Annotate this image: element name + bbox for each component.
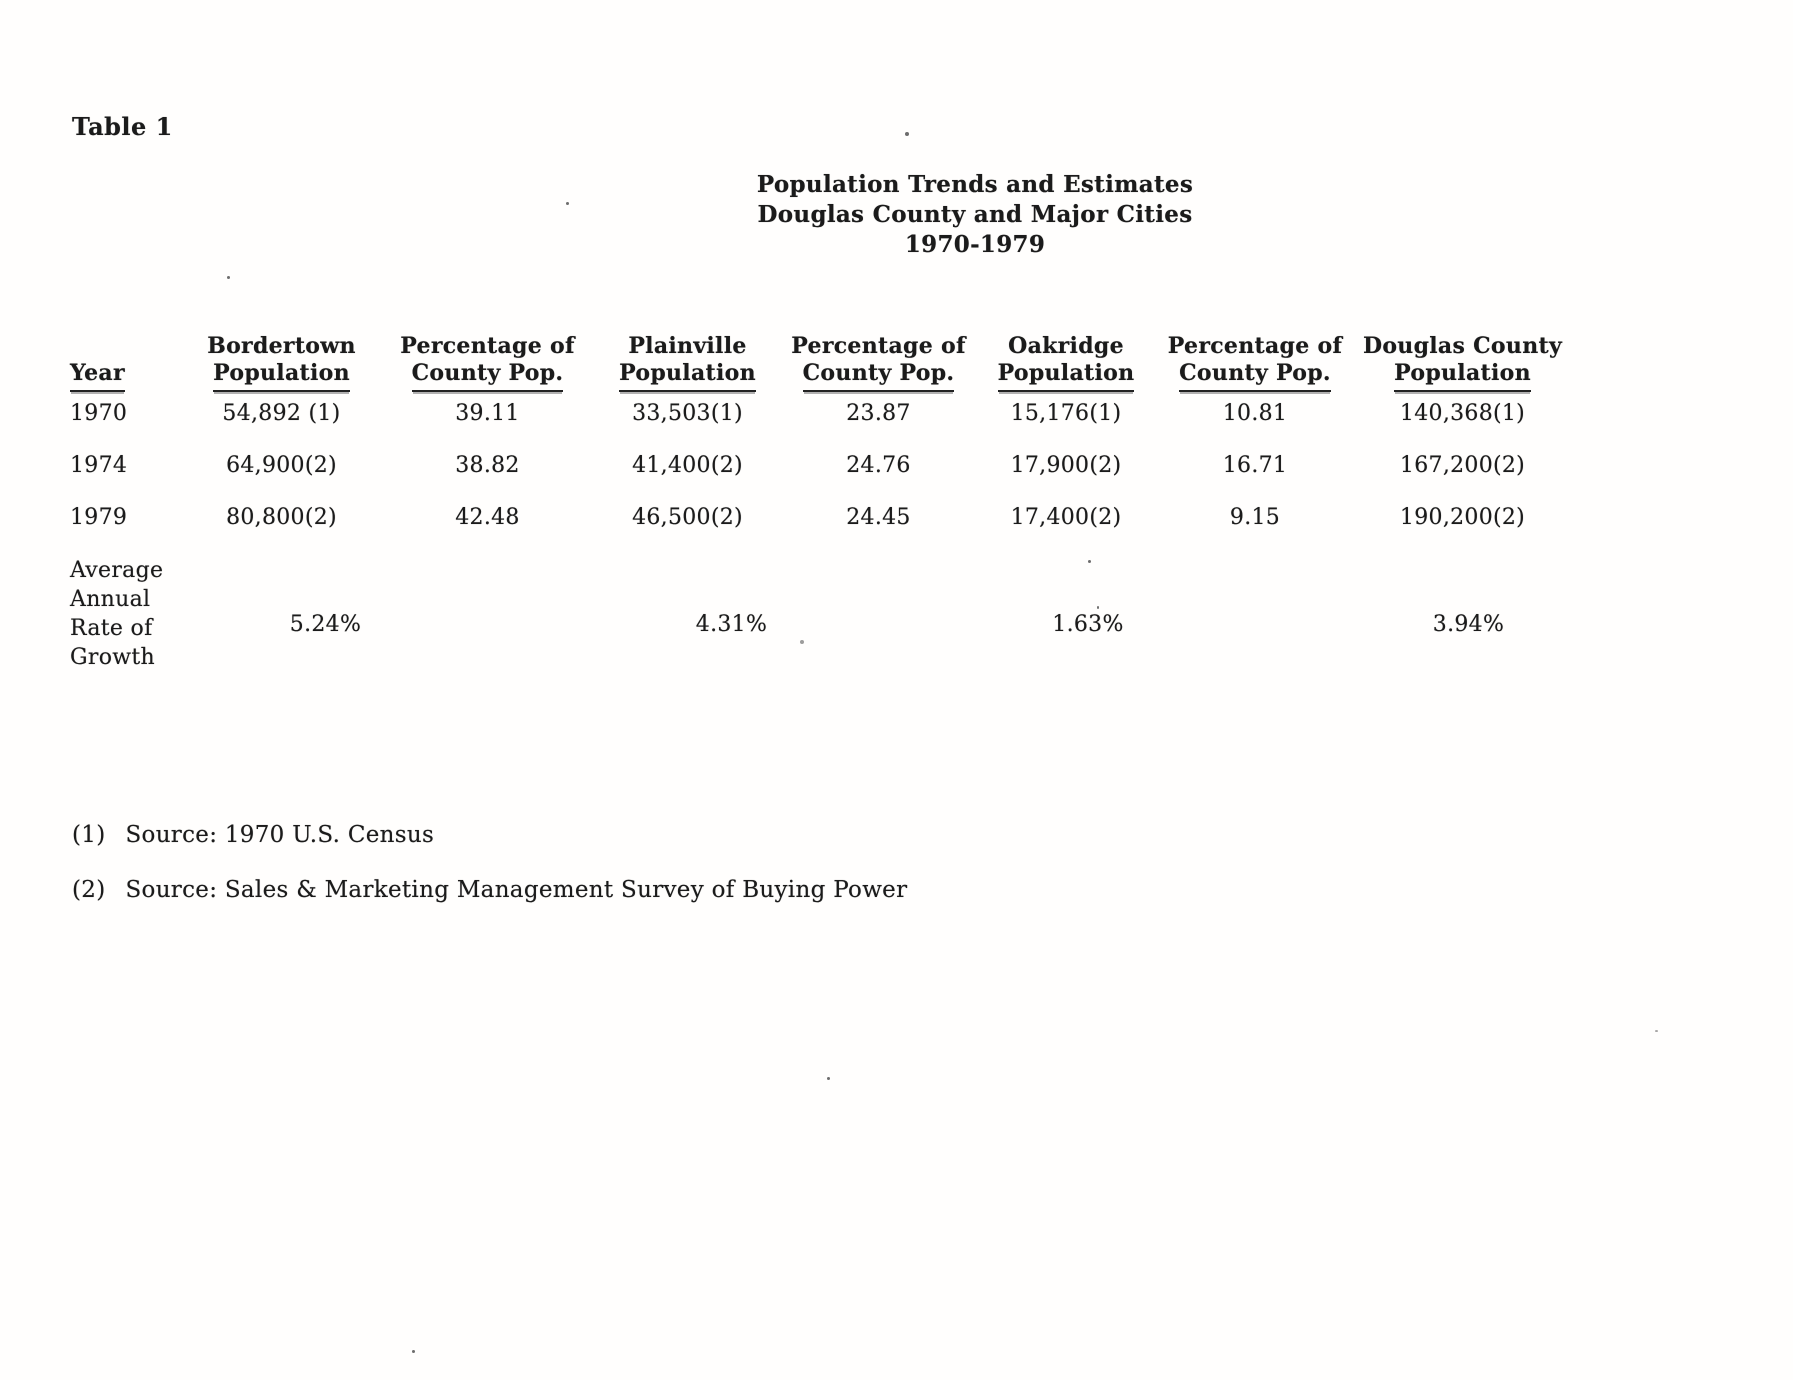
table-row-1970: 1970 54,892 (1) 39.11 33,503(1) 23.87 15… (70, 400, 1575, 452)
growth-row-label: Average Annual Rate of Growth (70, 558, 164, 670)
header-line2: County Pop. (802, 360, 955, 392)
header-line1: Oakridge (1008, 333, 1124, 359)
header-line2: Population (1394, 360, 1531, 392)
footnote-text: Source: Sales & Marketing Management Sur… (125, 877, 908, 903)
pct-county-cell: 42.48 (455, 505, 520, 530)
header-line1: Plainville (628, 333, 747, 359)
header-line1: Percentage of (1167, 333, 1343, 359)
title-line-3: 1970-1979 (904, 231, 1046, 258)
footnote-source-2: (2) Source: Sales & Marketing Management … (72, 877, 907, 903)
bordertown-pop-cell: 54,892 (1) (222, 401, 341, 426)
growth-value: 4.31% (695, 612, 768, 637)
header-pct-county-pop-2: Percentage of County Pop. (785, 300, 972, 400)
header-year: Year (70, 300, 178, 400)
douglas-county-pop-cell: 190,200(2) (1399, 505, 1526, 530)
scan-speck (827, 1077, 830, 1080)
year-cell: 1979 (70, 505, 128, 530)
pct-county-cell: 24.76 (846, 453, 911, 478)
growth-empty-cell (785, 556, 972, 672)
table-number-label: Table 1 (72, 112, 173, 141)
header-line2: Population (619, 360, 756, 392)
growth-label-cell: Average Annual Rate of Growth (70, 556, 178, 672)
growth-value: 5.24% (289, 612, 362, 637)
table-row-1979: 1979 80,800(2) 42.48 46,500(2) 24.45 17,… (70, 504, 1575, 556)
header-line1: Percentage of (400, 333, 575, 359)
document-title: Population Trends and Estimates Douglas … (700, 170, 1250, 260)
oakridge-pop-cell: 17,400(2) (1010, 505, 1122, 530)
header-douglas-county-population: Douglas County Population (1350, 300, 1575, 400)
header-bordertown-population: Bordertown Population (178, 300, 385, 400)
growth-value: 1.63% (1052, 612, 1124, 637)
table-row-growth: Average Annual Rate of Growth 5.24% 4.31… (70, 556, 1575, 672)
scan-speck (566, 202, 569, 205)
scan-speck (1097, 606, 1099, 609)
growth-bordertown-cell: 5.24% (178, 556, 385, 672)
plainville-pop-cell: 33,503(1) (632, 401, 743, 426)
growth-douglas-cell: 3.94% (1350, 556, 1575, 672)
pct-county-cell: 16.71 (1222, 453, 1288, 478)
header-oakridge-population: Oakridge Population (972, 300, 1160, 400)
table-header-row: Year Bordertown Population Percentage of… (70, 300, 1575, 400)
pct-county-cell: 9.15 (1229, 505, 1281, 530)
title-line-1: Population Trends and Estimates (756, 171, 1194, 198)
header-line1: Percentage of (791, 333, 966, 359)
oakridge-pop-cell: 15,176(1) (1010, 401, 1122, 426)
footnote-text: Source: 1970 U.S. Census (125, 822, 435, 848)
footnote-marker: (1) (72, 822, 106, 848)
header-line2: Population (213, 360, 350, 392)
oakridge-pop-cell: 17,900(2) (1010, 453, 1122, 478)
bordertown-pop-cell: 80,800(2) (226, 505, 337, 530)
growth-oakridge-cell: 1.63% (972, 556, 1160, 672)
footnote-marker: (2) (72, 877, 106, 903)
year-cell: 1970 (70, 401, 128, 426)
growth-plainville-cell: 4.31% (590, 556, 785, 672)
footnote-source-1: (1) Source: 1970 U.S. Census (72, 822, 434, 848)
pct-county-cell: 24.45 (846, 505, 911, 530)
pct-county-cell: 38.82 (455, 453, 520, 478)
header-line1: Bordertown (207, 333, 356, 359)
scan-speck (1088, 560, 1091, 563)
pct-county-cell: 10.81 (1222, 401, 1288, 426)
title-line-2: Douglas County and Major Cities (757, 201, 1193, 228)
scan-speck (227, 276, 230, 279)
scan-speck (1655, 1030, 1658, 1032)
douglas-county-pop-cell: 167,200(2) (1399, 453, 1526, 478)
table-row-1974: 1974 64,900(2) 38.82 41,400(2) 24.76 17,… (70, 452, 1575, 504)
pct-county-cell: 23.87 (846, 401, 911, 426)
header-pct-county-pop-3: Percentage of County Pop. (1160, 300, 1350, 400)
header-line2: County Pop. (411, 360, 564, 392)
scan-speck (800, 640, 804, 644)
header-pct-county-pop-1: Percentage of County Pop. (385, 300, 590, 400)
plainville-pop-cell: 46,500(2) (632, 505, 743, 530)
header-line1: Douglas County (1362, 333, 1563, 359)
scan-speck (905, 132, 909, 136)
scan-speck (412, 1350, 415, 1353)
douglas-county-pop-cell: 140,368(1) (1399, 401, 1526, 426)
header-line2: County Pop. (1179, 360, 1331, 392)
header-line2: Population (997, 360, 1135, 392)
pct-county-cell: 39.11 (455, 401, 520, 426)
header-year-line2: Year (70, 360, 125, 392)
population-table: Year Bordertown Population Percentage of… (70, 300, 1575, 672)
bordertown-pop-cell: 64,900(2) (226, 453, 337, 478)
plainville-pop-cell: 41,400(2) (632, 453, 743, 478)
header-plainville-population: Plainville Population (590, 300, 785, 400)
year-cell: 1974 (70, 453, 128, 478)
growth-empty-cell (385, 556, 590, 672)
growth-value: 3.94% (1432, 612, 1505, 637)
growth-empty-cell (1160, 556, 1350, 672)
